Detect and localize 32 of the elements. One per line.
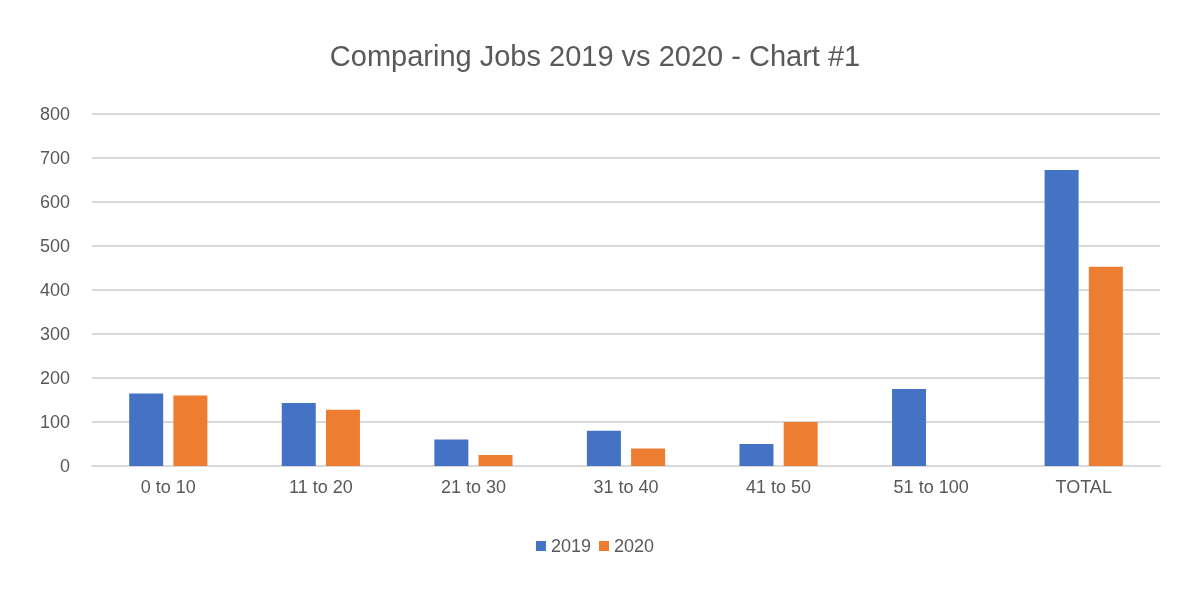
x-tick-label: 11 to 20 xyxy=(288,477,353,497)
x-tick-label: TOTAL xyxy=(1055,477,1112,497)
bar xyxy=(478,455,513,466)
y-tick-label: 400 xyxy=(39,280,70,300)
legend-label: 2020 xyxy=(614,536,655,556)
x-tick-label: 41 to 50 xyxy=(746,477,812,497)
y-tick-label: 800 xyxy=(39,104,70,124)
bar xyxy=(586,430,621,466)
y-tick-label: 600 xyxy=(39,192,70,212)
y-tick-label: 300 xyxy=(39,324,70,344)
y-tick-label: 700 xyxy=(39,148,70,168)
y-tick-label: 0 xyxy=(59,456,70,476)
x-tick-label: 31 to 40 xyxy=(593,477,659,497)
bar xyxy=(892,389,927,466)
bar xyxy=(434,439,469,466)
bar xyxy=(1044,169,1079,466)
bar xyxy=(739,444,774,466)
bar xyxy=(783,422,818,466)
bar xyxy=(325,409,360,466)
bar xyxy=(129,393,164,466)
bar xyxy=(281,403,316,466)
x-tick-label: 21 to 30 xyxy=(440,477,506,497)
y-tick-label: 500 xyxy=(39,236,70,256)
x-tick-label: 0 to 10 xyxy=(140,477,196,497)
x-tick-label: 51 to 100 xyxy=(893,477,969,497)
legend-label: 2019 xyxy=(550,536,591,556)
y-tick-label: 100 xyxy=(39,412,70,432)
bar xyxy=(631,448,666,466)
bar xyxy=(1088,266,1123,466)
chart-title: Comparing Jobs 2019 vs 2020 - Chart #1 xyxy=(329,39,861,72)
y-tick-label: 200 xyxy=(39,368,70,388)
bar xyxy=(173,395,208,466)
